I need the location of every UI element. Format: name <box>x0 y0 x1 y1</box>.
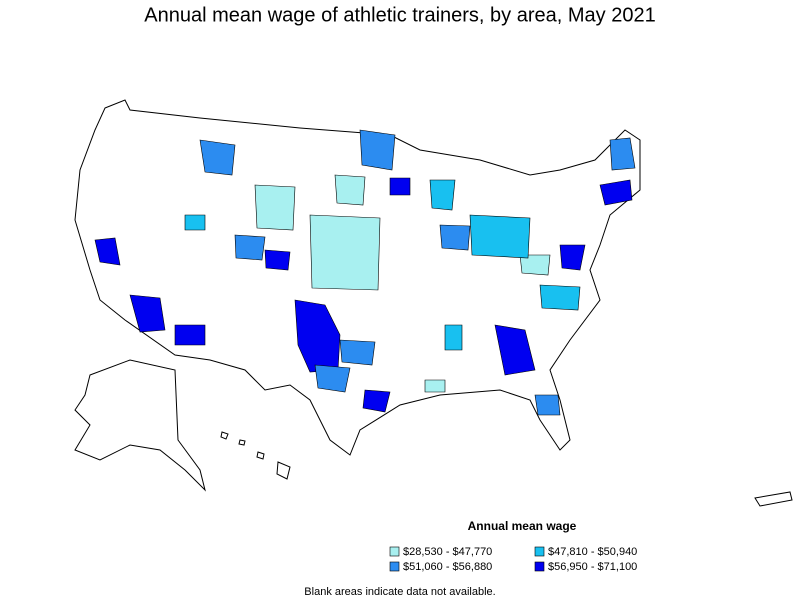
alaska <box>74 359 206 492</box>
area <box>309 214 381 291</box>
area <box>264 249 291 271</box>
area <box>519 254 551 276</box>
map-title: Annual mean wage of athletic trainers, b… <box>144 4 655 26</box>
legend-label: $51,060 - $56,880 <box>403 561 492 573</box>
area <box>362 389 391 413</box>
area <box>599 179 633 206</box>
hawaii <box>220 431 291 480</box>
area <box>359 129 396 171</box>
area <box>429 179 456 211</box>
area <box>439 224 471 251</box>
area <box>559 244 586 271</box>
area <box>314 364 351 393</box>
legend-swatch <box>534 561 545 572</box>
area <box>174 324 206 346</box>
area <box>539 284 581 311</box>
footnote: Blank areas indicate data not available. <box>304 586 495 598</box>
legend: Annual mean wage $28,530 - $47,770 $47,81… <box>389 519 637 573</box>
puerto-rico <box>754 491 793 507</box>
area <box>444 324 463 351</box>
area <box>254 184 296 231</box>
legend-swatch <box>389 546 400 557</box>
area <box>534 394 561 416</box>
area <box>94 237 121 266</box>
area <box>199 139 236 176</box>
area <box>129 294 166 333</box>
area <box>424 379 446 393</box>
area <box>234 234 266 261</box>
area <box>389 177 411 196</box>
legend-label: $47,810 - $50,940 <box>548 546 637 558</box>
area <box>609 137 636 171</box>
map <box>74 99 793 507</box>
legend-label: $28,530 - $47,770 <box>403 546 492 558</box>
area <box>469 214 531 259</box>
area <box>334 174 366 206</box>
area <box>494 324 536 376</box>
legend-title: Annual mean wage <box>468 519 577 533</box>
legend-swatch <box>389 561 400 572</box>
legend-label: $56,950 - $71,100 <box>548 561 637 573</box>
area <box>339 339 376 366</box>
area <box>184 214 206 231</box>
legend-swatch <box>534 546 545 557</box>
